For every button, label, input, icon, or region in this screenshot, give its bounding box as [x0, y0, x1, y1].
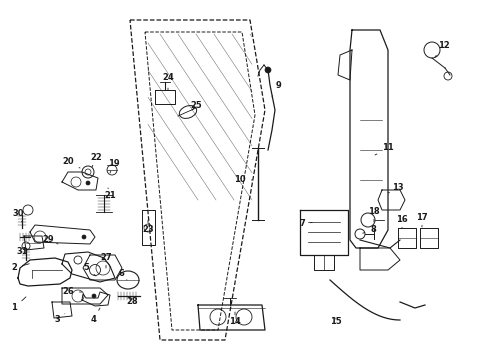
Circle shape [82, 235, 86, 239]
Text: 4: 4 [90, 308, 100, 324]
Text: 15: 15 [330, 318, 342, 327]
Text: 22: 22 [90, 153, 102, 167]
Text: 18: 18 [368, 207, 380, 222]
Text: 9: 9 [272, 81, 281, 97]
Text: 16: 16 [396, 216, 408, 228]
Text: 21: 21 [104, 188, 116, 201]
Text: 11: 11 [375, 144, 394, 155]
Text: 31: 31 [16, 248, 28, 256]
Circle shape [86, 181, 90, 185]
Text: 30: 30 [12, 210, 24, 222]
Text: 25: 25 [190, 102, 202, 111]
Text: 13: 13 [388, 184, 404, 193]
Text: 28: 28 [126, 297, 138, 306]
Text: 1: 1 [11, 297, 26, 312]
Text: 20: 20 [62, 158, 80, 168]
Text: 8: 8 [363, 225, 376, 234]
Text: 23: 23 [142, 220, 154, 234]
Text: 6: 6 [118, 270, 127, 280]
Text: 19: 19 [108, 159, 120, 173]
Text: 7: 7 [299, 220, 312, 229]
Circle shape [92, 294, 96, 298]
Text: 24: 24 [162, 73, 174, 90]
Text: 14: 14 [229, 312, 241, 327]
Text: 17: 17 [416, 213, 428, 227]
Text: 27: 27 [100, 253, 112, 268]
Text: 3: 3 [54, 314, 65, 324]
Text: 2: 2 [11, 264, 29, 273]
Circle shape [265, 67, 271, 73]
Text: 12: 12 [435, 41, 450, 57]
Text: 26: 26 [62, 288, 82, 297]
Text: 5: 5 [83, 264, 96, 276]
Text: 29: 29 [42, 235, 58, 244]
Text: 10: 10 [234, 175, 252, 184]
